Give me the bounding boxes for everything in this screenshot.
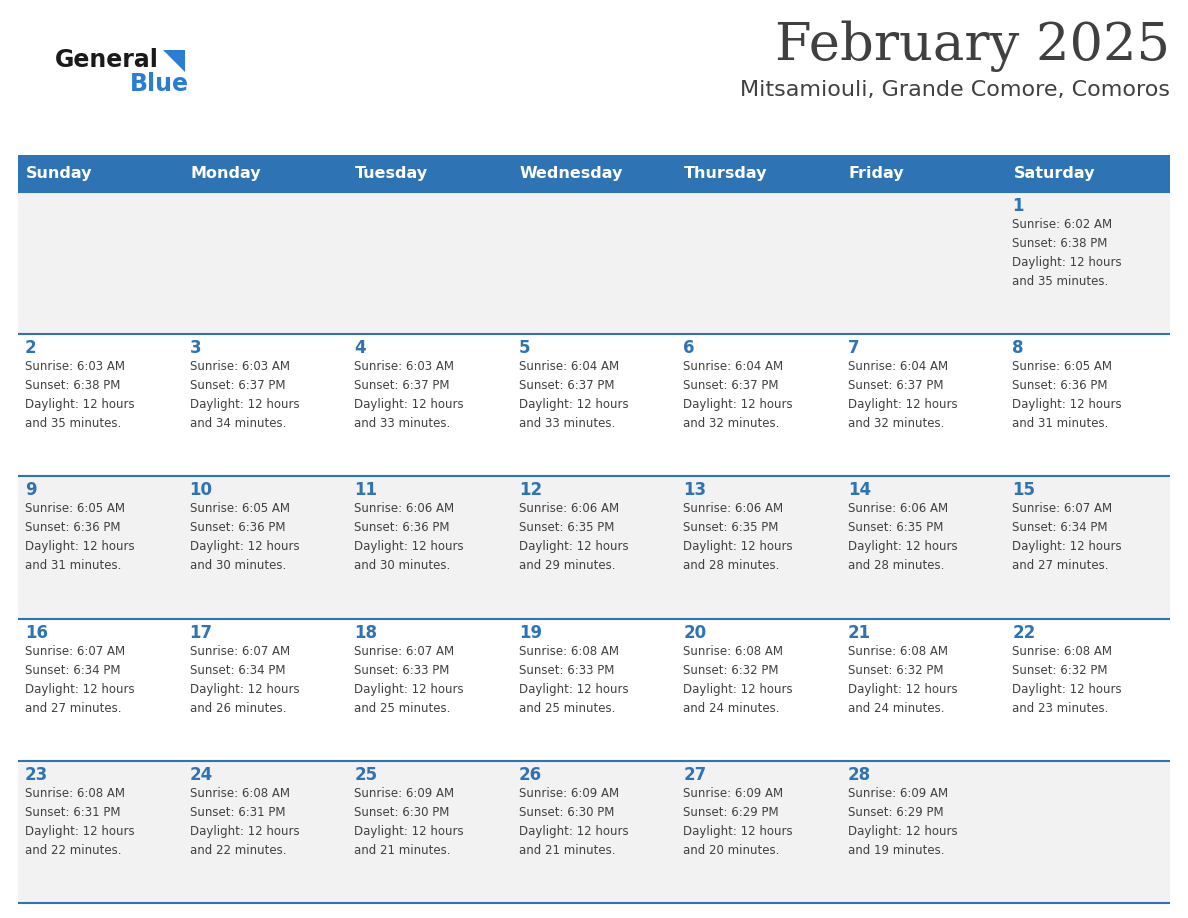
- Text: Sunrise: 6:06 AM
Sunset: 6:35 PM
Daylight: 12 hours
and 28 minutes.: Sunrise: 6:06 AM Sunset: 6:35 PM Dayligh…: [683, 502, 792, 573]
- Text: Sunrise: 6:04 AM
Sunset: 6:37 PM
Daylight: 12 hours
and 33 minutes.: Sunrise: 6:04 AM Sunset: 6:37 PM Dayligh…: [519, 360, 628, 431]
- Text: Sunrise: 6:08 AM
Sunset: 6:31 PM
Daylight: 12 hours
and 22 minutes.: Sunrise: 6:08 AM Sunset: 6:31 PM Dayligh…: [190, 787, 299, 856]
- Text: 24: 24: [190, 766, 213, 784]
- Text: Monday: Monday: [190, 166, 261, 181]
- Text: 26: 26: [519, 766, 542, 784]
- Text: Sunrise: 6:02 AM
Sunset: 6:38 PM
Daylight: 12 hours
and 35 minutes.: Sunrise: 6:02 AM Sunset: 6:38 PM Dayligh…: [1012, 218, 1121, 288]
- Text: 15: 15: [1012, 481, 1036, 499]
- Text: Blue: Blue: [129, 72, 189, 96]
- Bar: [676, 155, 841, 192]
- Bar: [18, 761, 1170, 903]
- Text: Sunrise: 6:03 AM
Sunset: 6:37 PM
Daylight: 12 hours
and 34 minutes.: Sunrise: 6:03 AM Sunset: 6:37 PM Dayligh…: [190, 360, 299, 431]
- Bar: [841, 155, 1005, 192]
- Bar: [18, 155, 183, 192]
- Text: 21: 21: [848, 623, 871, 642]
- Text: General: General: [55, 48, 159, 72]
- Text: 12: 12: [519, 481, 542, 499]
- Text: 18: 18: [354, 623, 377, 642]
- Text: Sunrise: 6:09 AM
Sunset: 6:29 PM
Daylight: 12 hours
and 20 minutes.: Sunrise: 6:09 AM Sunset: 6:29 PM Dayligh…: [683, 787, 792, 856]
- Text: 3: 3: [190, 339, 201, 357]
- Bar: [18, 476, 1170, 619]
- Text: Sunrise: 6:09 AM
Sunset: 6:29 PM
Daylight: 12 hours
and 19 minutes.: Sunrise: 6:09 AM Sunset: 6:29 PM Dayligh…: [848, 787, 958, 856]
- Text: 17: 17: [190, 623, 213, 642]
- Text: 28: 28: [848, 766, 871, 784]
- Text: 20: 20: [683, 623, 707, 642]
- Text: 22: 22: [1012, 623, 1036, 642]
- Text: 23: 23: [25, 766, 49, 784]
- Polygon shape: [163, 50, 185, 72]
- Text: 13: 13: [683, 481, 707, 499]
- Text: Sunrise: 6:03 AM
Sunset: 6:37 PM
Daylight: 12 hours
and 33 minutes.: Sunrise: 6:03 AM Sunset: 6:37 PM Dayligh…: [354, 360, 463, 431]
- Bar: [1005, 155, 1170, 192]
- Text: Sunday: Sunday: [26, 166, 93, 181]
- Text: Sunrise: 6:06 AM
Sunset: 6:35 PM
Daylight: 12 hours
and 29 minutes.: Sunrise: 6:06 AM Sunset: 6:35 PM Dayligh…: [519, 502, 628, 573]
- Bar: [512, 155, 676, 192]
- Text: 6: 6: [683, 339, 695, 357]
- Text: 1: 1: [1012, 197, 1024, 215]
- Text: Sunrise: 6:08 AM
Sunset: 6:32 PM
Daylight: 12 hours
and 24 minutes.: Sunrise: 6:08 AM Sunset: 6:32 PM Dayligh…: [848, 644, 958, 714]
- Text: Saturday: Saturday: [1013, 166, 1095, 181]
- Text: February 2025: February 2025: [775, 20, 1170, 72]
- Text: Sunrise: 6:04 AM
Sunset: 6:37 PM
Daylight: 12 hours
and 32 minutes.: Sunrise: 6:04 AM Sunset: 6:37 PM Dayligh…: [848, 360, 958, 431]
- Text: 8: 8: [1012, 339, 1024, 357]
- Text: Mitsamiouli, Grande Comore, Comoros: Mitsamiouli, Grande Comore, Comoros: [740, 80, 1170, 100]
- Text: 25: 25: [354, 766, 378, 784]
- Text: 14: 14: [848, 481, 871, 499]
- Text: Sunrise: 6:08 AM
Sunset: 6:32 PM
Daylight: 12 hours
and 23 minutes.: Sunrise: 6:08 AM Sunset: 6:32 PM Dayligh…: [1012, 644, 1121, 714]
- Text: Sunrise: 6:08 AM
Sunset: 6:33 PM
Daylight: 12 hours
and 25 minutes.: Sunrise: 6:08 AM Sunset: 6:33 PM Dayligh…: [519, 644, 628, 714]
- Text: Sunrise: 6:05 AM
Sunset: 6:36 PM
Daylight: 12 hours
and 31 minutes.: Sunrise: 6:05 AM Sunset: 6:36 PM Dayligh…: [1012, 360, 1121, 431]
- Text: Sunrise: 6:07 AM
Sunset: 6:33 PM
Daylight: 12 hours
and 25 minutes.: Sunrise: 6:07 AM Sunset: 6:33 PM Dayligh…: [354, 644, 463, 714]
- Text: Thursday: Thursday: [684, 166, 767, 181]
- Text: Sunrise: 6:05 AM
Sunset: 6:36 PM
Daylight: 12 hours
and 30 minutes.: Sunrise: 6:05 AM Sunset: 6:36 PM Dayligh…: [190, 502, 299, 573]
- Text: Sunrise: 6:05 AM
Sunset: 6:36 PM
Daylight: 12 hours
and 31 minutes.: Sunrise: 6:05 AM Sunset: 6:36 PM Dayligh…: [25, 502, 134, 573]
- Text: Sunrise: 6:08 AM
Sunset: 6:32 PM
Daylight: 12 hours
and 24 minutes.: Sunrise: 6:08 AM Sunset: 6:32 PM Dayligh…: [683, 644, 792, 714]
- Text: Sunrise: 6:06 AM
Sunset: 6:36 PM
Daylight: 12 hours
and 30 minutes.: Sunrise: 6:06 AM Sunset: 6:36 PM Dayligh…: [354, 502, 463, 573]
- Text: 11: 11: [354, 481, 377, 499]
- Bar: [18, 334, 1170, 476]
- Text: 10: 10: [190, 481, 213, 499]
- Text: Sunrise: 6:04 AM
Sunset: 6:37 PM
Daylight: 12 hours
and 32 minutes.: Sunrise: 6:04 AM Sunset: 6:37 PM Dayligh…: [683, 360, 792, 431]
- Text: 7: 7: [848, 339, 859, 357]
- Text: Sunrise: 6:07 AM
Sunset: 6:34 PM
Daylight: 12 hours
and 26 minutes.: Sunrise: 6:07 AM Sunset: 6:34 PM Dayligh…: [190, 644, 299, 714]
- Text: Sunrise: 6:06 AM
Sunset: 6:35 PM
Daylight: 12 hours
and 28 minutes.: Sunrise: 6:06 AM Sunset: 6:35 PM Dayligh…: [848, 502, 958, 573]
- Text: 5: 5: [519, 339, 530, 357]
- Bar: [18, 192, 1170, 334]
- Text: Sunrise: 6:07 AM
Sunset: 6:34 PM
Daylight: 12 hours
and 27 minutes.: Sunrise: 6:07 AM Sunset: 6:34 PM Dayligh…: [25, 644, 134, 714]
- Text: Friday: Friday: [849, 166, 904, 181]
- Text: Wednesday: Wednesday: [519, 166, 623, 181]
- Text: 4: 4: [354, 339, 366, 357]
- Text: 9: 9: [25, 481, 37, 499]
- Text: Sunrise: 6:08 AM
Sunset: 6:31 PM
Daylight: 12 hours
and 22 minutes.: Sunrise: 6:08 AM Sunset: 6:31 PM Dayligh…: [25, 787, 134, 856]
- Text: 16: 16: [25, 623, 48, 642]
- Text: 27: 27: [683, 766, 707, 784]
- Bar: [18, 619, 1170, 761]
- Bar: [347, 155, 512, 192]
- Text: 2: 2: [25, 339, 37, 357]
- Text: Sunrise: 6:09 AM
Sunset: 6:30 PM
Daylight: 12 hours
and 21 minutes.: Sunrise: 6:09 AM Sunset: 6:30 PM Dayligh…: [354, 787, 463, 856]
- Bar: [183, 155, 347, 192]
- Text: Tuesday: Tuesday: [355, 166, 428, 181]
- Text: Sunrise: 6:03 AM
Sunset: 6:38 PM
Daylight: 12 hours
and 35 minutes.: Sunrise: 6:03 AM Sunset: 6:38 PM Dayligh…: [25, 360, 134, 431]
- Text: Sunrise: 6:07 AM
Sunset: 6:34 PM
Daylight: 12 hours
and 27 minutes.: Sunrise: 6:07 AM Sunset: 6:34 PM Dayligh…: [1012, 502, 1121, 573]
- Text: Sunrise: 6:09 AM
Sunset: 6:30 PM
Daylight: 12 hours
and 21 minutes.: Sunrise: 6:09 AM Sunset: 6:30 PM Dayligh…: [519, 787, 628, 856]
- Text: 19: 19: [519, 623, 542, 642]
